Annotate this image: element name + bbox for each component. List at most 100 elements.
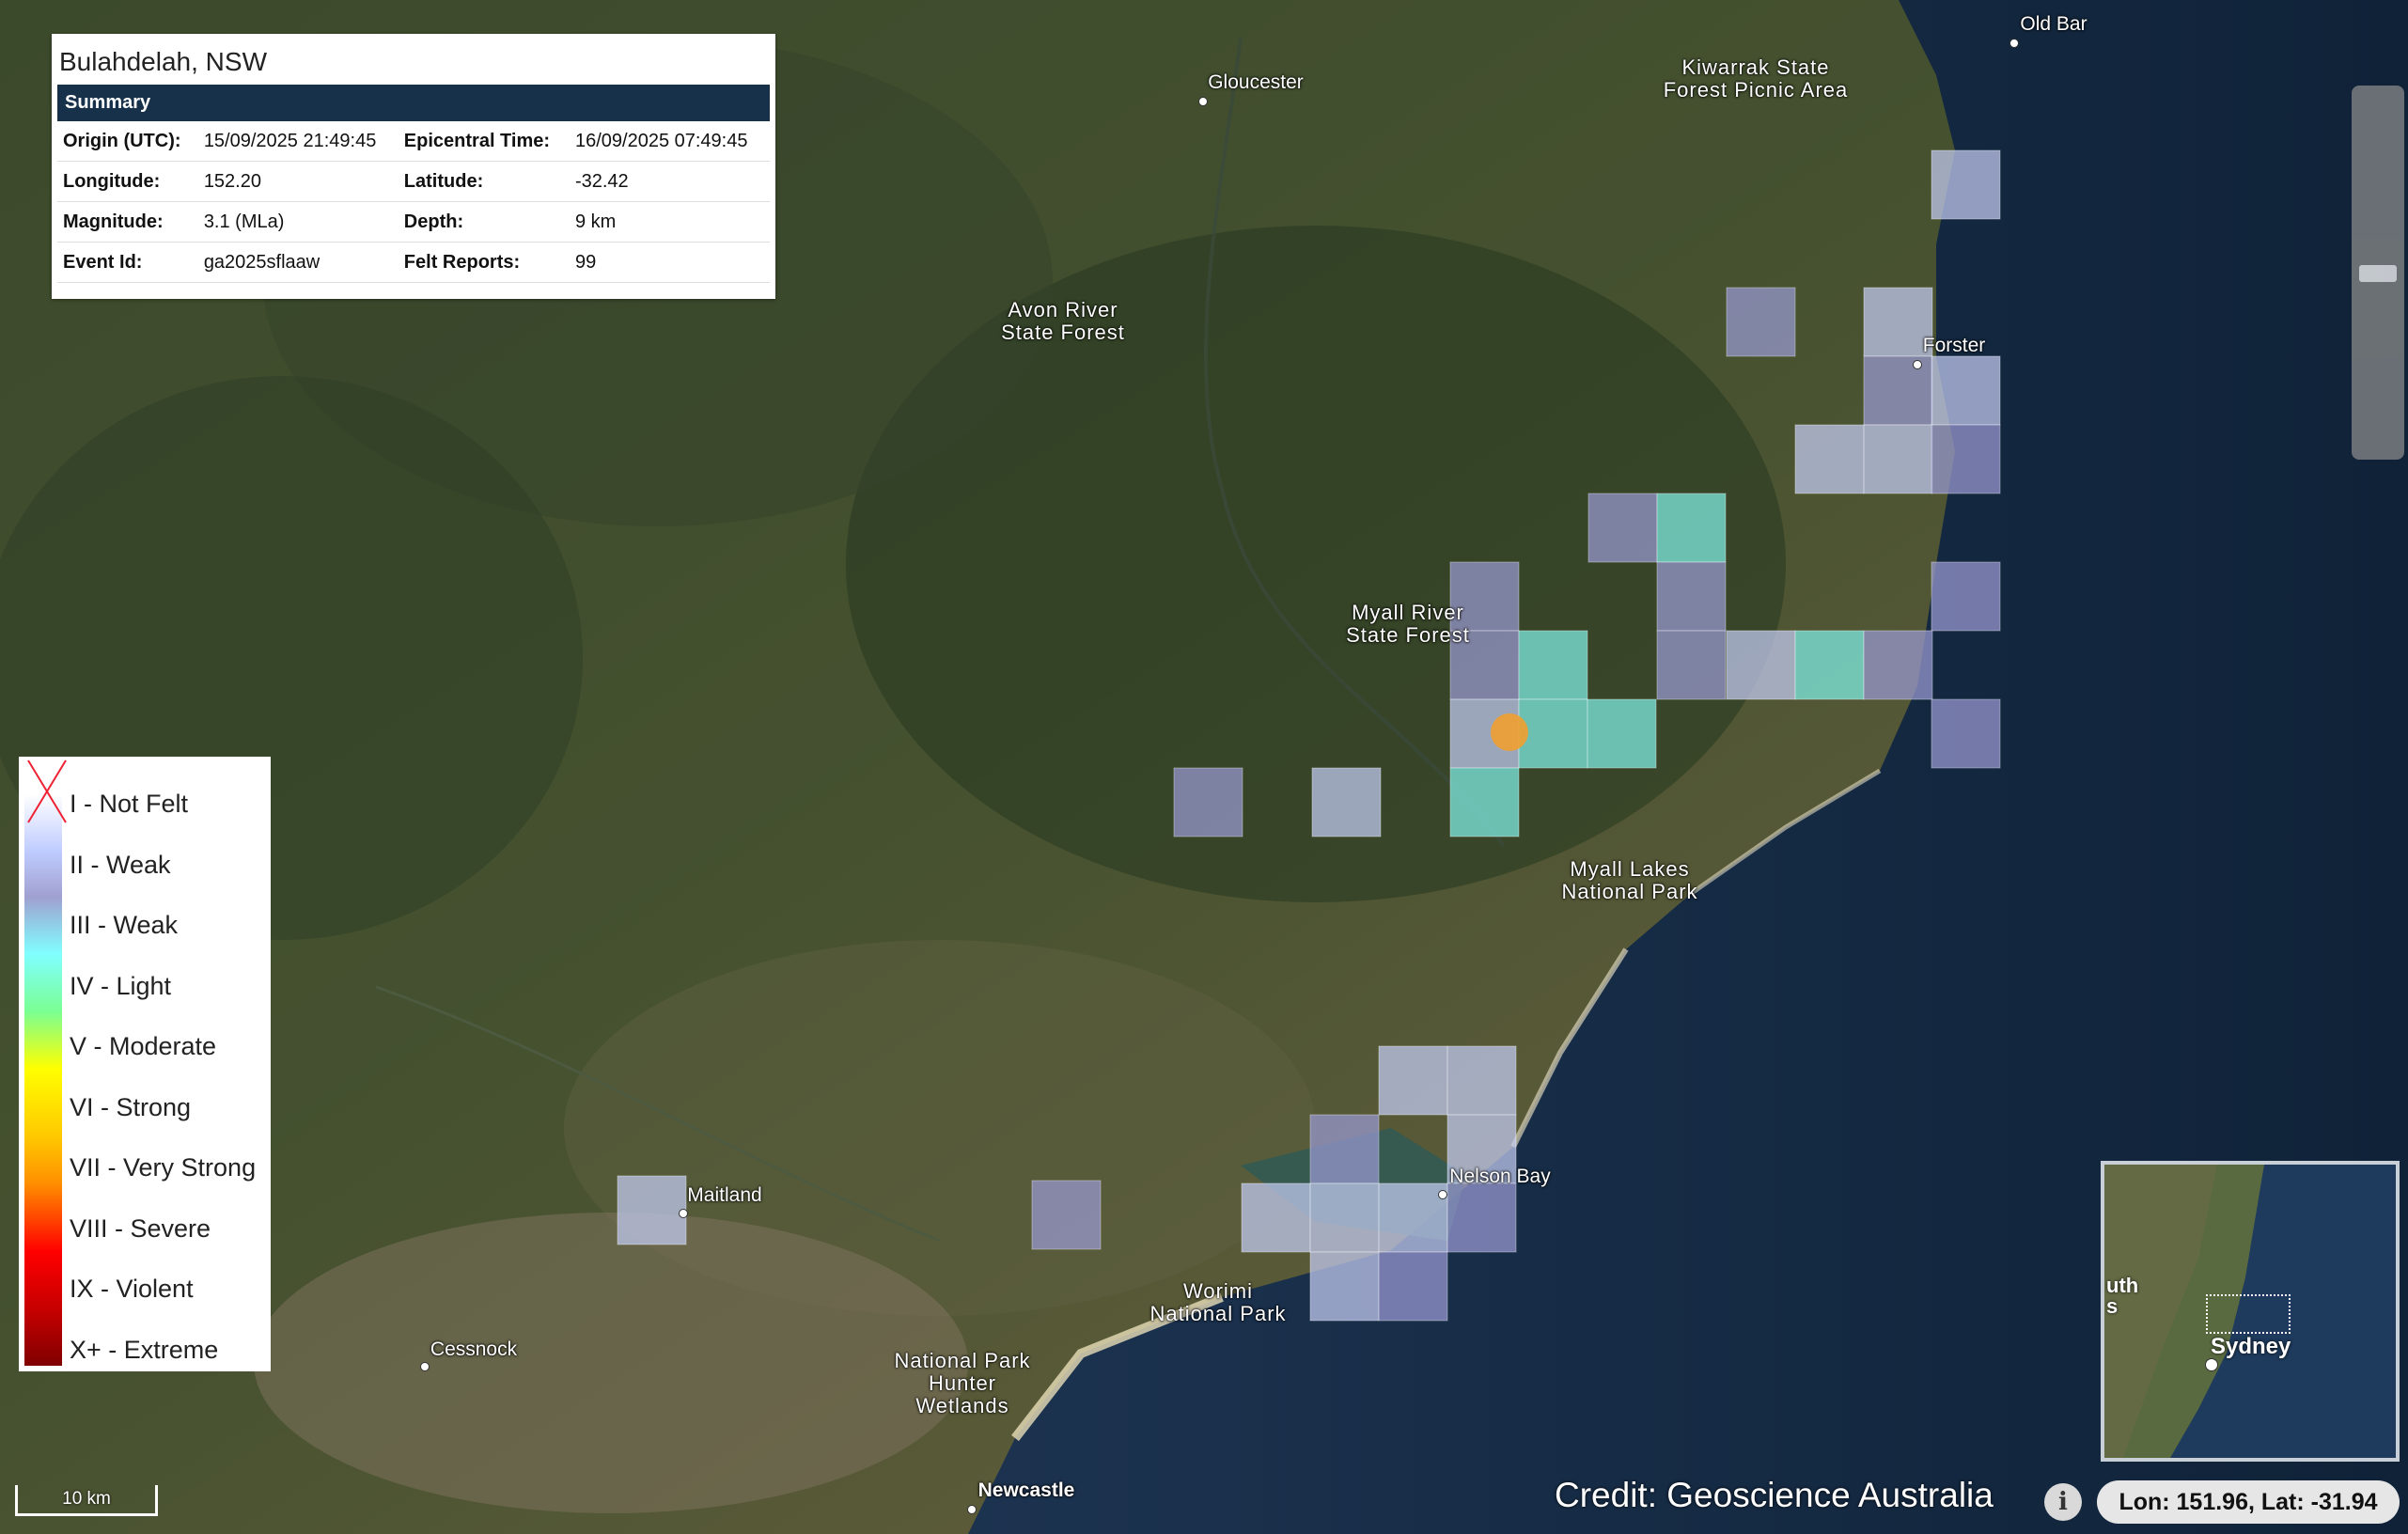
intensity-cell: [1863, 424, 1933, 494]
summary-key: Event Id:: [57, 242, 198, 283]
place-worimi: Worimi National Park: [1149, 1279, 1287, 1325]
legend-item: IV - Light: [70, 972, 172, 1000]
intensity-cell: [1794, 630, 1865, 700]
scale-label: 10 km: [62, 1489, 111, 1509]
intensity-cell: [1587, 493, 1658, 563]
intensity-cell: [1863, 287, 1933, 357]
intensity-color-ramp: [24, 794, 62, 1366]
intensity-cell: [1449, 767, 1520, 837]
intensity-cell: [1031, 1180, 1102, 1250]
town-dot: [1438, 1190, 1447, 1199]
intensity-cell: [1518, 698, 1588, 769]
legend-item: VI - Strong: [70, 1093, 192, 1121]
summary-table: Origin (UTC): 15/09/2025 21:49:45 Epicen…: [57, 121, 770, 283]
town-dot: [420, 1362, 430, 1371]
intensity-cell: [1931, 424, 2001, 494]
intensity-cell: [1446, 1114, 1517, 1184]
summary-key: Magnitude:: [57, 201, 198, 243]
intensity-cell: [1446, 1045, 1517, 1116]
table-row: Magnitude: 3.1 (MLa) Depth: 9 km: [57, 201, 770, 243]
overview-basemap: [2104, 1165, 2396, 1458]
summary-key: Depth:: [398, 201, 570, 243]
info-icon[interactable]: i: [2044, 1483, 2082, 1521]
credit-text: Credit: Geoscience Australia: [1555, 1476, 1994, 1514]
intensity-cell: [1863, 630, 1933, 700]
legend-item: I - Not Felt: [70, 790, 189, 818]
table-row: Event Id: ga2025sflaaw Felt Reports: 99: [57, 242, 770, 283]
summary-key: Latitude:: [398, 161, 570, 202]
town-dot: [1913, 360, 1922, 369]
place-newcastle: Newcastle: [977, 1479, 1075, 1501]
intensity-cell: [1309, 1251, 1380, 1322]
place-nelson-bay: Nelson Bay: [1449, 1166, 1551, 1187]
table-row: Longitude: 152.20 Latitude: -32.42: [57, 161, 770, 202]
intensity-cell: [1446, 1182, 1517, 1253]
summary-value: ga2025sflaaw: [197, 242, 399, 283]
epicentre-marker: [1491, 713, 1528, 751]
intensity-cell: [1309, 1114, 1380, 1184]
overview-map[interactable]: uth s Sydney: [2101, 1161, 2400, 1462]
scale-bar: 10 km: [15, 1485, 158, 1516]
place-forster: Forster: [1922, 335, 1986, 356]
intensity-cell: [1587, 698, 1657, 769]
event-summary-panel: Bulahdelah, NSW Summary Origin (UTC): 15…: [52, 34, 775, 299]
intensity-cell: [1656, 493, 1727, 563]
place-maitland: Maitland: [687, 1184, 762, 1206]
summary-key: Felt Reports:: [398, 242, 570, 283]
intensity-cell: [1173, 767, 1243, 837]
overview-extent-box: [2206, 1294, 2291, 1334]
intensity-legend: I - Not Felt II - Weak III - Weak IV - L…: [19, 757, 271, 1371]
intensity-cell: [1449, 630, 1520, 700]
legend-item: IX - Violent: [70, 1275, 194, 1303]
summary-key: Longitude:: [57, 161, 198, 202]
intensity-cell: [1241, 1182, 1311, 1253]
summary-key: Origin (UTC):: [57, 121, 198, 162]
summary-value: 99: [569, 242, 770, 283]
place-old-bar: Old Bar: [2020, 13, 2087, 35]
place-myall-river: Myall River State Forest: [1346, 601, 1470, 647]
intensity-cell: [1931, 355, 2001, 426]
intensity-cell: [1309, 1182, 1380, 1253]
legend-item: VIII - Severe: [70, 1214, 211, 1243]
summary-value: 152.20: [197, 161, 399, 202]
legend-item: V - Moderate: [70, 1032, 217, 1060]
summary-value: 16/09/2025 07:49:45: [569, 121, 770, 162]
intensity-cell: [1656, 561, 1727, 632]
legend-item: VII - Very Strong: [70, 1153, 257, 1182]
intensity-cell: [1378, 1251, 1448, 1322]
event-title: Bulahdelah, NSW: [59, 47, 268, 76]
place-hunter-wetlands: National Park Hunter Wetlands: [894, 1349, 1031, 1417]
intensity-cell: [1931, 149, 2001, 220]
legend-item: X+ - Extreme: [70, 1336, 219, 1364]
summary-key: Epicentral Time:: [398, 121, 570, 162]
table-row: Origin (UTC): 15/09/2025 21:49:45 Epicen…: [57, 121, 770, 162]
summary-value: 9 km: [569, 201, 770, 243]
intensity-cell: [1378, 1045, 1448, 1116]
zoom-slider[interactable]: [2352, 86, 2404, 460]
town-dot: [2009, 39, 2019, 48]
intensity-cell: [1378, 1182, 1448, 1253]
intensity-cell: [1726, 287, 1796, 357]
place-myall-lakes: Myall Lakes National Park: [1561, 857, 1698, 903]
intensity-cell: [1311, 767, 1382, 837]
place-cessnock: Cessnock: [430, 1338, 518, 1360]
summary-value: 15/09/2025 21:49:45: [197, 121, 399, 162]
zoom-slider-handle[interactable]: [2359, 265, 2397, 282]
place-avon-river: Avon River State Forest: [1001, 298, 1125, 344]
town-dot: [967, 1505, 977, 1514]
summary-value: -32.42: [569, 161, 770, 202]
place-gloucester: Gloucester: [1208, 71, 1304, 93]
summary-header: Summary: [57, 85, 770, 121]
legend-item: III - Weak: [70, 911, 179, 939]
intensity-cell: [1518, 630, 1588, 700]
place-kiwarrak: Kiwarrak State Forest Picnic Area: [1663, 55, 1849, 102]
not-felt-cross-icon: [27, 759, 67, 823]
overview-partial-label: uth s: [2106, 1274, 2139, 1318]
overview-sydney-label: Sydney: [2211, 1334, 2291, 1359]
cursor-coordinates: Lon: 151.96, Lat: -31.94: [2097, 1480, 2400, 1524]
intensity-cell: [1656, 630, 1727, 700]
intensity-cell: [1931, 698, 2001, 769]
town-dot: [1198, 97, 1208, 106]
summary-value: 3.1 (MLa): [197, 201, 399, 243]
